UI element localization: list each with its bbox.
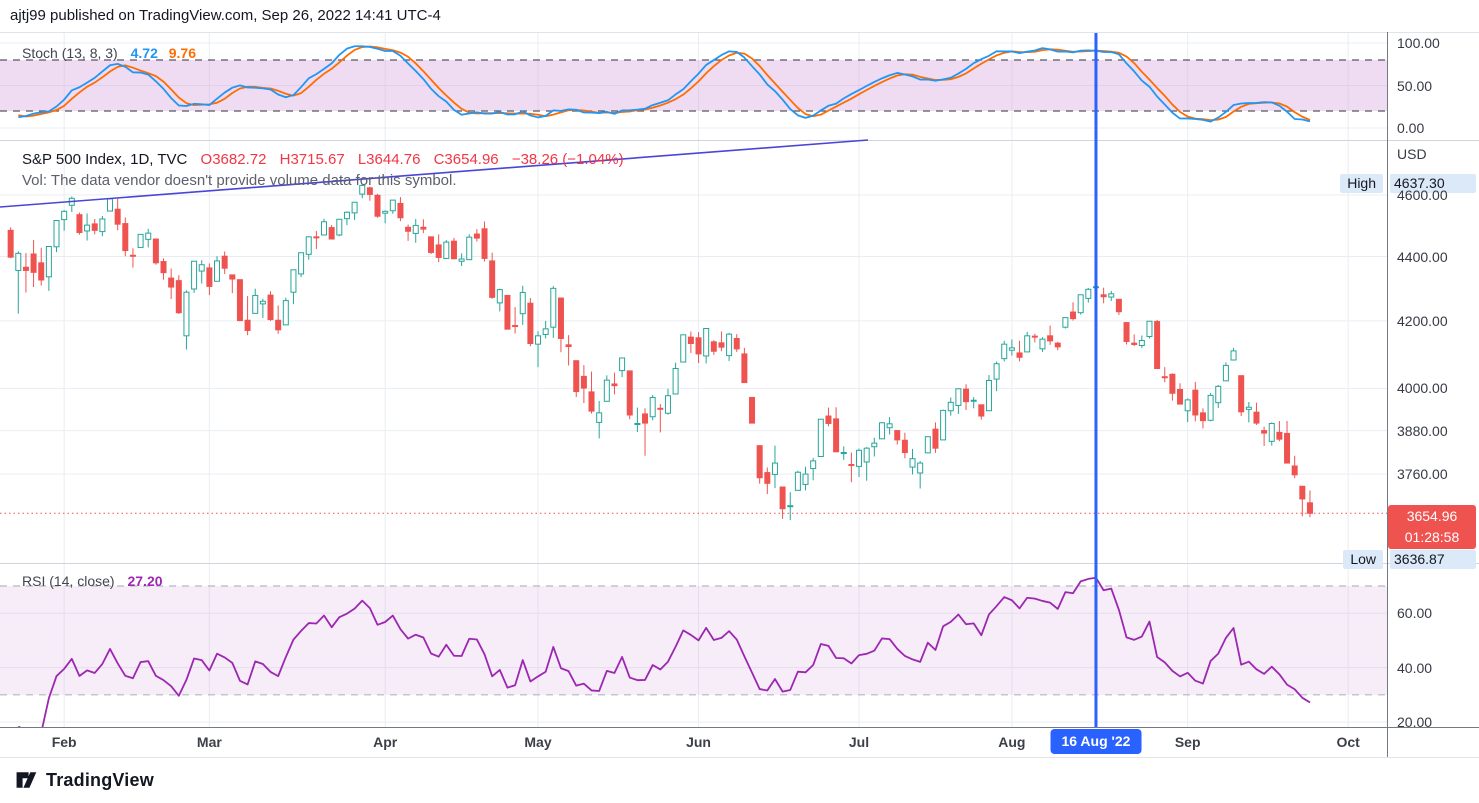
ohlc-high: H3715.67 <box>279 151 345 168</box>
rsi-legend[interactable]: RSI (14, close) 27.20 <box>22 573 163 589</box>
bar-countdown: 01:28:58 <box>1404 529 1460 546</box>
ohlc-open: O3682.72 <box>200 151 267 168</box>
rsi-axis-tick: 20.00 <box>1397 714 1433 730</box>
stoch-axis-tick: 50.00 <box>1397 77 1433 94</box>
ohlc-low: L3644.76 <box>357 151 421 168</box>
last-price: 3654.96 <box>1406 508 1458 525</box>
price-axis-tick: 4600.00 <box>1397 187 1448 203</box>
month-label-aug: Aug <box>998 734 1026 750</box>
tradingview-logo-text: TradingView <box>46 769 154 790</box>
stoch-k-value: 4.72 <box>130 45 158 61</box>
price-axis-tick: 3880.00 <box>1397 422 1448 439</box>
month-label-sep: Sep <box>1174 734 1201 750</box>
price-axis-tick: 4400.00 <box>1397 248 1448 265</box>
low-label-badge: Low <box>1343 550 1383 570</box>
symbol-legend[interactable]: S&P 500 Index, 1D, TVC O3682.72 H3715.67… <box>22 151 624 168</box>
symbol-title: S&P 500 Index, 1D, TVC <box>22 151 188 168</box>
publish-attribution: ajtj99 published on TradingView.com, Sep… <box>10 7 441 24</box>
volume-note: Vol: The data vendor doesn't provide vol… <box>22 172 457 189</box>
rsi-legend-title: RSI (14, close) <box>22 573 115 589</box>
month-label-feb: Feb <box>51 734 77 750</box>
price-axis-tick: 4200.00 <box>1397 312 1448 329</box>
month-label-oct: Oct <box>1336 734 1360 750</box>
stoch-d-value: 9.76 <box>168 45 196 61</box>
high-value-badge: 4637.30 <box>1390 173 1476 193</box>
rsi-axis-tick: 40.00 <box>1397 659 1433 676</box>
selected-date-badge: 16 Aug '22 <box>1050 729 1142 754</box>
stoch-legend-title: Stoch (13, 8, 3) <box>22 45 118 61</box>
price-axis-tick: 4000.00 <box>1397 380 1448 397</box>
tradingview-logo-icon <box>16 772 37 788</box>
month-label-jul: Jul <box>848 734 870 750</box>
ohlc-close: C3654.96 <box>433 151 499 168</box>
stoch-axis-tick: 100.00 <box>1397 35 1440 51</box>
month-label-may: May <box>524 734 552 750</box>
price-axis-tick: 3760.00 <box>1397 466 1448 483</box>
month-label-apr: Apr <box>373 734 398 750</box>
stoch-legend[interactable]: Stoch (13, 8, 3) 4.72 9.76 <box>22 45 196 61</box>
rsi-value: 27.20 <box>127 573 163 589</box>
high-label-badge: High <box>1340 173 1383 193</box>
stoch-axis-tick: 0.00 <box>1397 120 1425 136</box>
currency-label: USD <box>1397 146 1427 162</box>
last-price-countdown-badge: 3654.96 01:28:58 <box>1388 505 1476 550</box>
ohlc-change: −38.26 (−1.04%) <box>511 151 624 168</box>
tradingview-logo[interactable]: TradingView <box>14 768 154 792</box>
low-value-badge: 3636.87 <box>1390 550 1476 570</box>
rsi-axis-tick: 60.00 <box>1397 605 1433 622</box>
month-label-jun: Jun <box>686 734 711 750</box>
month-label-mar: Mar <box>196 734 222 750</box>
